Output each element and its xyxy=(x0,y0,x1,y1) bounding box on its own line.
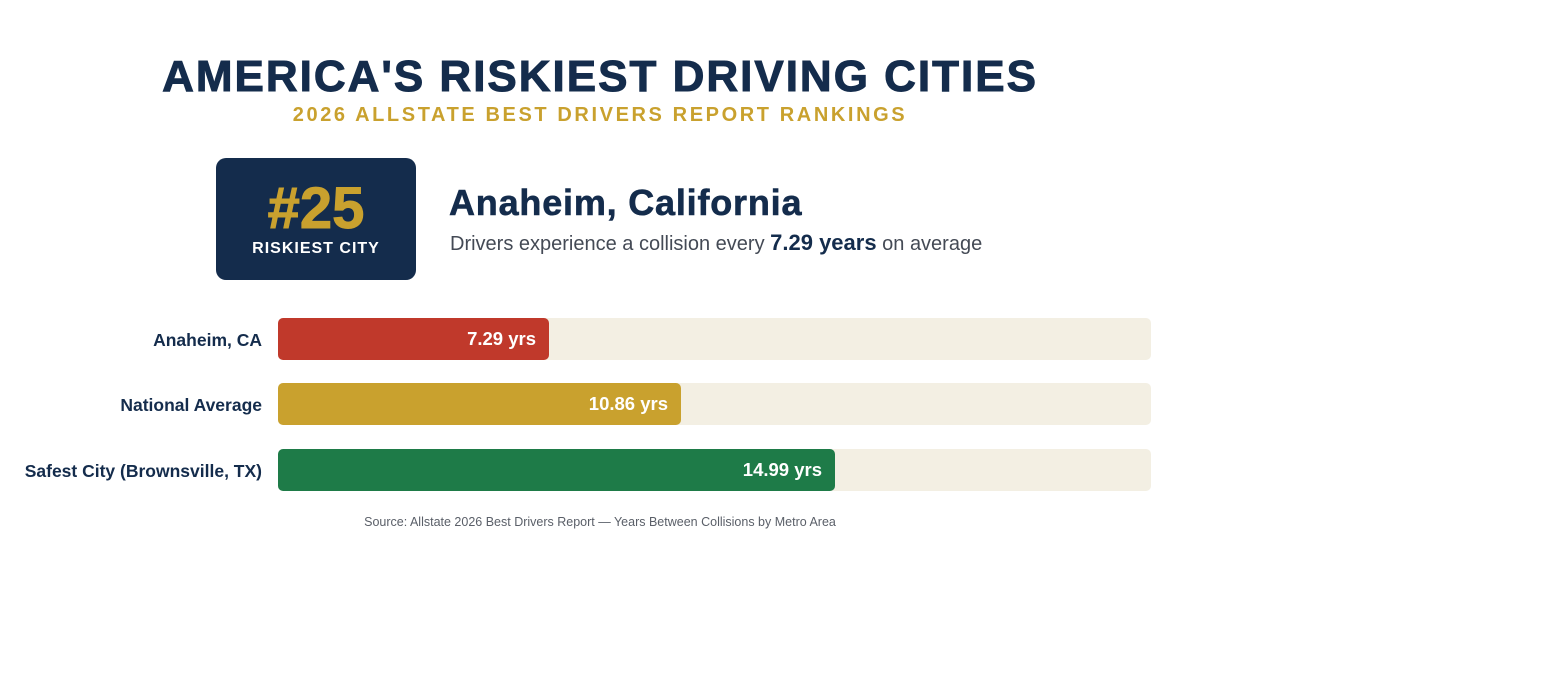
category-label: Safest City (Brownsville, TX) xyxy=(24,461,262,481)
rank-number: #25 xyxy=(267,176,365,241)
bar-track: 14.99 yrs xyxy=(278,449,1151,491)
category-label: National Average xyxy=(120,395,262,415)
bar-value-label: 7.29 yrs xyxy=(467,328,536,349)
bar-value-label: 10.86 yrs xyxy=(588,393,668,414)
bar: 14.99 yrs xyxy=(278,449,835,491)
bar-row: National Average 10.86 yrs xyxy=(0,383,1200,427)
source-note: Source: Allstate 2026 Best Drivers Repor… xyxy=(364,515,836,529)
city-desc-suffix: on average xyxy=(876,233,983,255)
bar-track: 10.86 yrs xyxy=(278,383,1151,425)
city-desc-prefix: Drivers experience a collision every xyxy=(450,233,771,255)
bar: 10.86 yrs xyxy=(278,383,681,425)
bar-value-label: 14.99 yrs xyxy=(742,459,822,480)
city-name: Anaheim, California xyxy=(449,182,803,224)
category-label: Anaheim, CA xyxy=(153,330,262,350)
bar: 7.29 yrs xyxy=(278,318,549,360)
rank-badge: #25 RISKIEST CITY xyxy=(216,158,416,280)
bar-row: Anaheim, CA 7.29 yrs xyxy=(0,318,1200,362)
rank-label: RISKIEST CITY xyxy=(252,240,380,257)
city-desc-highlight: 7.29 years xyxy=(770,230,877,255)
page-title: AMERICA'S RISKIEST DRIVING CITIES xyxy=(162,52,1038,102)
bar-track: 7.29 yrs xyxy=(278,318,1151,360)
bar-row: Safest City (Brownsville, TX) 14.99 yrs xyxy=(0,449,1200,493)
city-description: Drivers experience a collision every 7.2… xyxy=(450,230,982,256)
page-subtitle: 2026 ALLSTATE BEST DRIVERS REPORT RANKIN… xyxy=(292,104,908,126)
